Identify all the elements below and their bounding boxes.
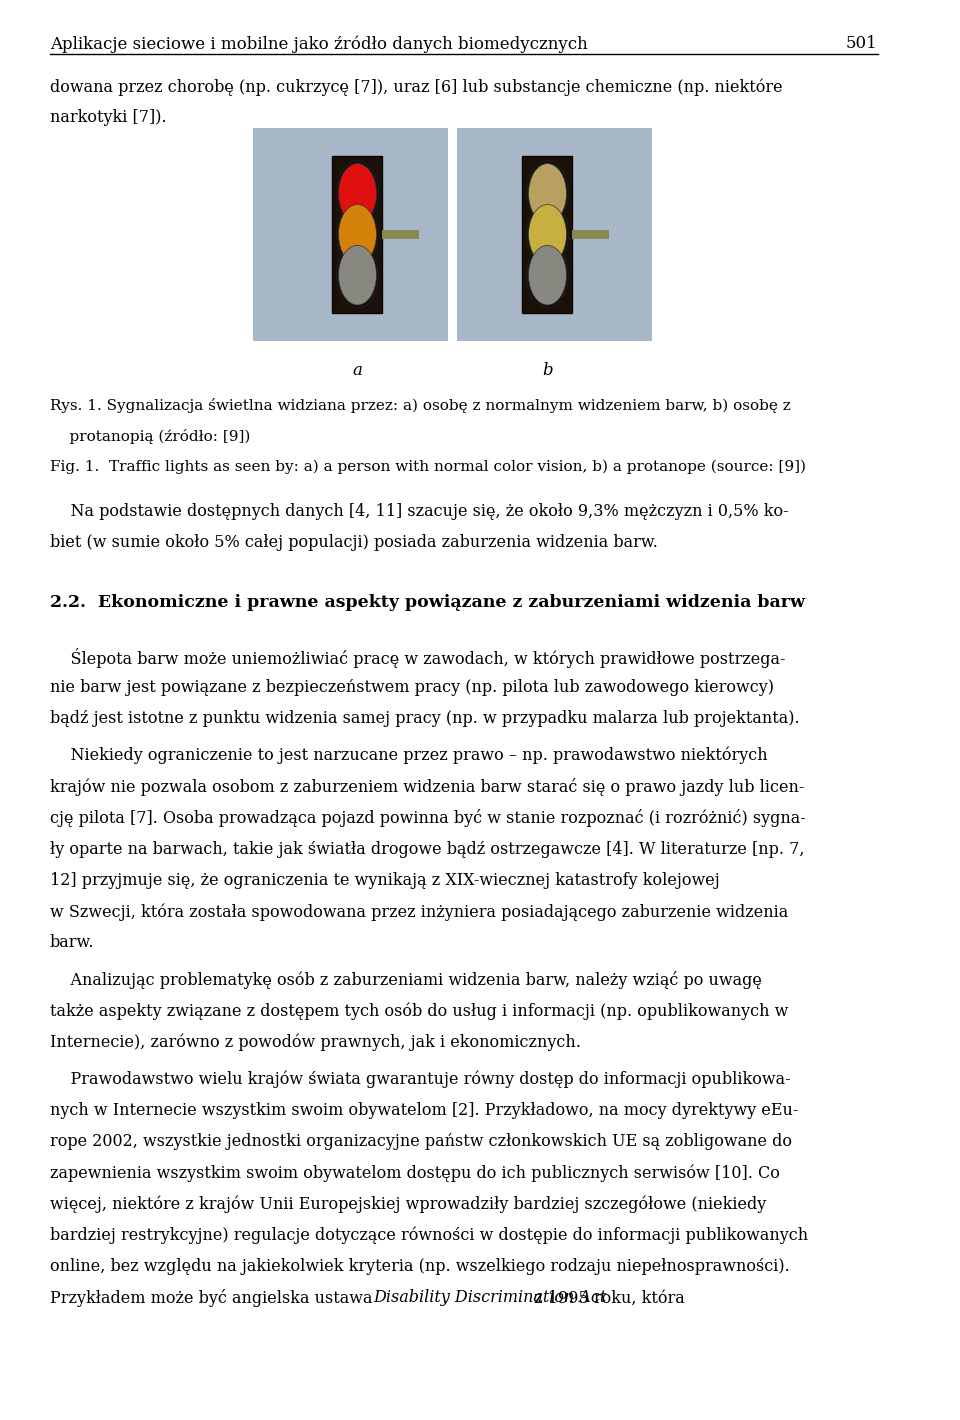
Text: Rys. 1. Sygnalizacja świetlna widziana przez: a) osobę z normalnym widzeniem bar: Rys. 1. Sygnalizacja świetlna widziana p… xyxy=(50,398,790,413)
Circle shape xyxy=(527,202,568,267)
Text: Internecie), zarówno z powodów prawnych, jak i ekonomicznych.: Internecie), zarówno z powodów prawnych,… xyxy=(50,1034,581,1051)
Circle shape xyxy=(337,243,378,308)
Text: narkotyki [7]).: narkotyki [7]). xyxy=(50,109,166,126)
Bar xyxy=(332,156,382,312)
Bar xyxy=(253,128,448,341)
Text: 2.2.  Ekonomiczne i prawne aspekty powiązane z zaburzeniami widzenia barw: 2.2. Ekonomiczne i prawne aspekty powiąz… xyxy=(50,594,804,611)
Circle shape xyxy=(529,246,566,305)
Circle shape xyxy=(339,163,376,223)
Text: Niekiedy ograniczenie to jest narzucane przez prawo – np. prawodawstwo niektóryc: Niekiedy ograniczenie to jest narzucane … xyxy=(50,747,767,764)
Text: 501: 501 xyxy=(846,36,877,53)
Text: Przykładem może być angielska ustawa: Przykładem może być angielska ustawa xyxy=(50,1289,377,1308)
Text: Ślepota barw może uniemożliwiać pracę w zawodach, w których prawidłowe postrzega: Ślepota barw może uniemożliwiać pracę w … xyxy=(50,648,785,667)
Bar xyxy=(522,156,572,312)
Text: b: b xyxy=(542,362,553,379)
Bar xyxy=(382,230,419,239)
Text: Analizując problematykę osób z zaburzeniami widzenia barw, należy wziąć po uwagę: Analizując problematykę osób z zaburzeni… xyxy=(50,971,761,990)
Text: ły oparte na barwach, takie jak światła drogowe bądź ostrzegawcze [4]. W literat: ły oparte na barwach, takie jak światła … xyxy=(50,841,804,858)
Text: online, bez względu na jakiekolwiek kryteria (np. wszelkiego rodzaju niepełnospr: online, bez względu na jakiekolwiek kryt… xyxy=(50,1258,789,1275)
Circle shape xyxy=(337,160,378,226)
Text: 12] przyjmuje się, że ograniczenia te wynikają z XIX-wiecznej katastrofy kolejow: 12] przyjmuje się, że ograniczenia te wy… xyxy=(50,872,720,889)
Text: w Szwecji, która została spowodowana przez inżyniera posiadającego zaburzenie wi: w Szwecji, która została spowodowana prz… xyxy=(50,903,788,920)
Circle shape xyxy=(339,246,376,305)
Text: nie barw jest powiązane z bezpieczeństwem pracy (np. pilota lub zawodowego kiero: nie barw jest powiązane z bezpieczeństwe… xyxy=(50,679,774,696)
Circle shape xyxy=(527,243,568,308)
Circle shape xyxy=(527,160,568,226)
Text: barw.: barw. xyxy=(50,934,94,951)
Circle shape xyxy=(337,202,378,267)
Text: protanopią (źródło: [9]): protanopią (źródło: [9]) xyxy=(50,429,251,444)
Text: bardziej restrykcyjne) regulacje dotyczące równości w dostępie do informacji pub: bardziej restrykcyjne) regulacje dotyczą… xyxy=(50,1227,808,1244)
Text: Prawodawstwo wielu krajów świata gwarantuje równy dostęp do informacji opublikow: Prawodawstwo wielu krajów świata gwarant… xyxy=(50,1071,790,1088)
Text: cję pilota [7]. Osoba prowadząca pojazd powinna być w stanie rozpoznać (i rozróż: cję pilota [7]. Osoba prowadząca pojazd … xyxy=(50,809,805,828)
Circle shape xyxy=(529,163,566,223)
Text: Aplikacje sieciowe i mobilne jako źródło danych biomedycznych: Aplikacje sieciowe i mobilne jako źródło… xyxy=(50,36,588,53)
Text: bądź jest istotne z punktu widzenia samej pracy (np. w przypadku malarza lub pro: bądź jest istotne z punktu widzenia same… xyxy=(50,710,800,727)
Text: Na podstawie dostępnych danych [4, 11] szacuje się, że około 9,3% mężczyzn i 0,5: Na podstawie dostępnych danych [4, 11] s… xyxy=(50,503,788,520)
Circle shape xyxy=(529,204,566,264)
Text: Fig. 1.  Traffic lights as seen by: a) a person with normal color vision, b) a p: Fig. 1. Traffic lights as seen by: a) a … xyxy=(50,460,805,474)
Text: także aspekty związane z dostępem tych osób do usług i informacji (np. opublikow: także aspekty związane z dostępem tych o… xyxy=(50,1003,788,1020)
Text: a: a xyxy=(352,362,362,379)
Text: biet (w sumie około 5% całej populacji) posiada zaburzenia widzenia barw.: biet (w sumie około 5% całej populacji) … xyxy=(50,534,658,551)
Text: zapewnienia wszystkim swoim obywatelom dostępu do ich publicznych serwisów [10].: zapewnienia wszystkim swoim obywatelom d… xyxy=(50,1164,780,1181)
Text: krajów nie pozwala osobom z zaburzeniem widzenia barw starać się o prawo jazdy l: krajów nie pozwala osobom z zaburzeniem … xyxy=(50,778,804,797)
Text: Disability Discrimination Act: Disability Discrimination Act xyxy=(373,1289,607,1306)
Text: więcej, niektóre z krajów Unii Europejskiej wprowadziły bardziej szczegółowe (ni: więcej, niektóre z krajów Unii Europejsk… xyxy=(50,1196,766,1213)
Circle shape xyxy=(339,204,376,264)
Text: nych w Internecie wszystkim swoim obywatelom [2]. Przykładowo, na mocy dyrektywy: nych w Internecie wszystkim swoim obywat… xyxy=(50,1102,798,1119)
Bar xyxy=(457,128,652,341)
Text: z 1995 roku, która: z 1995 roku, która xyxy=(529,1289,685,1306)
Text: rope 2002, wszystkie jednostki organizacyjne państw członkowskich UE są zobligow: rope 2002, wszystkie jednostki organizac… xyxy=(50,1133,792,1150)
Text: dowana przez chorobę (np. cukrzycę [7]), uraz [6] lub substancje chemiczne (np. : dowana przez chorobę (np. cukrzycę [7]),… xyxy=(50,78,782,95)
Bar xyxy=(572,230,609,239)
